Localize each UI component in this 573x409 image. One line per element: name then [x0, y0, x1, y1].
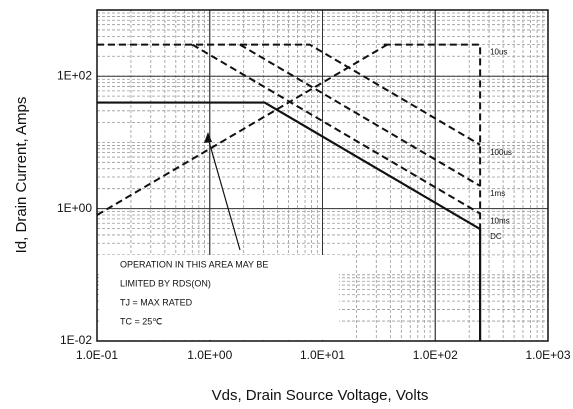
series-label: 10us	[490, 48, 507, 57]
annotation: TC = 25℃	[120, 316, 162, 326]
series-label: 100us	[490, 148, 512, 157]
x-axis-label: Vds, Drain Source Voltage, Volts	[212, 387, 429, 404]
annotation-box	[99, 255, 339, 340]
series-line	[97, 43, 481, 146]
plot-frame	[96, 9, 549, 342]
annotation: LIMITED BY RDS(ON)	[120, 278, 211, 288]
x-tick-label: 1.0E+00	[187, 348, 232, 362]
series-line	[239, 43, 481, 187]
series-label: 10ms	[490, 217, 510, 226]
x-tick-label: 1.0E+03	[525, 348, 570, 362]
series-line	[96, 43, 388, 216]
series-line	[97, 101, 482, 341]
x-tick-label: 1.0E+02	[413, 348, 458, 362]
series-label: 1ms	[490, 189, 505, 198]
x-tick-label: 1.0E-01	[76, 348, 118, 362]
annotation: OPERATION IN THIS AREA MAY BE	[120, 259, 268, 269]
y-tick-label: 1E-02	[60, 333, 92, 347]
annotation-arrow	[207, 137, 241, 251]
lines	[96, 43, 482, 341]
y-tick-label: 1E+00	[57, 201, 92, 215]
y-tick-label: 1E+02	[57, 68, 92, 82]
annotation: TJ = MAX RATED	[120, 297, 193, 307]
series-line	[191, 43, 481, 215]
arrow-head	[204, 132, 212, 143]
y-axis-label: Id, Drain Current, Amps	[13, 97, 30, 254]
series-label: DC	[490, 232, 502, 241]
x-tick-label: 1.0E+01	[300, 348, 345, 362]
